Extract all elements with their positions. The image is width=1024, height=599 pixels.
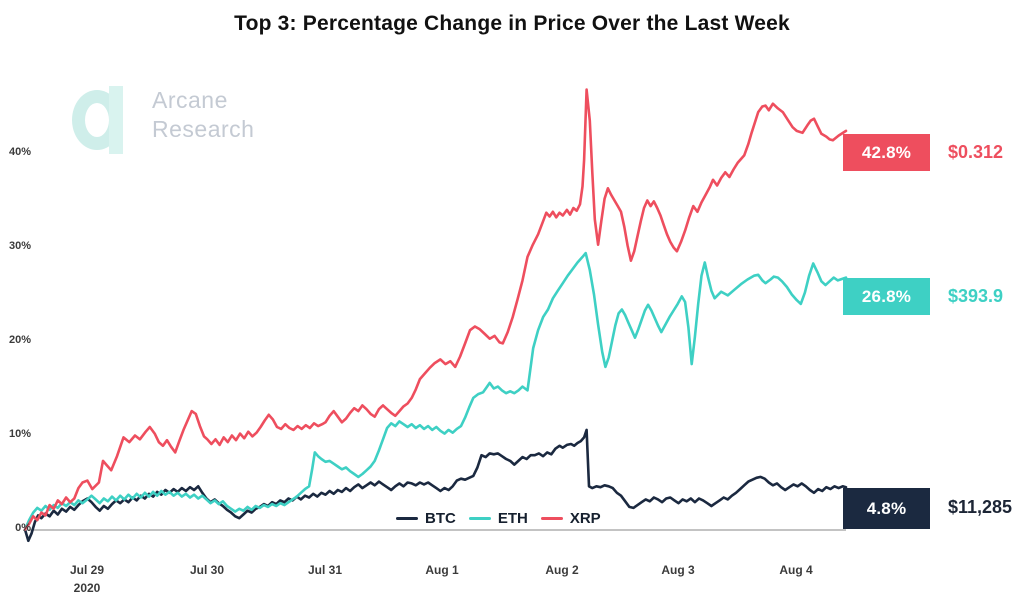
eth-line-swatch-icon xyxy=(468,516,491,520)
x-axis-tick-jul31: Jul 31 xyxy=(307,563,343,577)
xrp-line-swatch-icon xyxy=(540,516,563,520)
xrp-change-badge: 42.8% xyxy=(843,134,930,171)
legend: BTC ETH XRP xyxy=(396,508,601,528)
x-axis-tick-aug1: Aug 1 xyxy=(425,563,459,577)
x-axis-tick-aug2: Aug 2 xyxy=(545,563,579,577)
legend-label-eth: ETH xyxy=(497,509,528,527)
btc-line xyxy=(23,428,848,543)
logo-line1: Arcane xyxy=(152,87,228,113)
xrp-line xyxy=(23,88,848,531)
eth-price-label: $393.9 xyxy=(948,286,1004,306)
logo-bar-icon xyxy=(109,86,123,154)
legend-item-btc: BTC xyxy=(396,510,456,527)
eth-change-badge: 26.8% xyxy=(843,278,930,315)
x-axis-tick-aug4: Aug 4 xyxy=(779,563,813,577)
x-axis-tick-aug3: Aug 3 xyxy=(661,563,695,577)
x-axis-tick-jul29: Jul 29 xyxy=(69,563,105,577)
y-axis-tick-40: 40% xyxy=(8,146,31,158)
legend-label-btc: BTC xyxy=(425,509,456,527)
x-axis-tick-jul30: Jul 30 xyxy=(189,563,225,577)
btc-price-label: $11,285 xyxy=(948,497,1013,517)
page-title: Top 3: Percentage Change in Price Over t… xyxy=(234,12,790,35)
legend-item-eth: ETH xyxy=(468,509,528,527)
y-axis-tick-20: 20% xyxy=(8,334,31,346)
xrp-price-label: $0.312 xyxy=(948,142,1004,162)
y-axis-tick-0: 0% xyxy=(15,522,31,534)
legend-item-xrp: XRP xyxy=(540,509,601,527)
y-axis-tick-10: 10% xyxy=(8,428,31,440)
eth-line xyxy=(23,251,848,531)
legend-label-xrp: XRP xyxy=(569,509,601,527)
btc-change-badge: 4.8% xyxy=(843,488,930,529)
x-axis-tick-year: 2020 xyxy=(73,581,101,595)
btc-line-swatch-icon xyxy=(396,516,418,520)
logo-text: Arcane Research xyxy=(152,86,254,144)
y-axis-tick-30: 30% xyxy=(8,240,31,252)
logo-line2: Research xyxy=(152,116,255,142)
